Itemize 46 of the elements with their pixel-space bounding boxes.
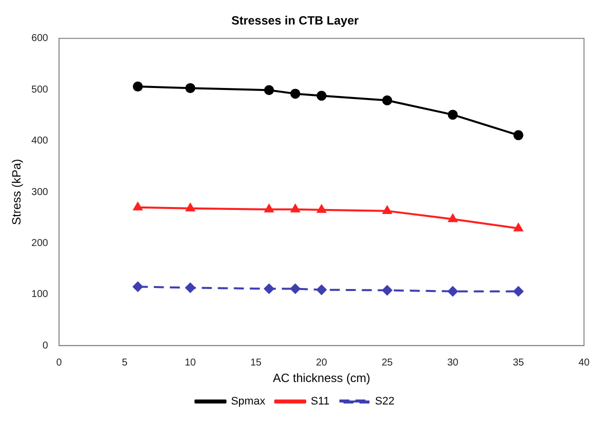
y-tick-label: 100 xyxy=(31,289,49,300)
point xyxy=(185,83,196,94)
x-tick-label: 10 xyxy=(184,357,196,368)
x-tick-label: 20 xyxy=(316,357,328,368)
x-tick-label: 15 xyxy=(250,357,262,368)
point xyxy=(290,204,300,212)
x-tick-label: 30 xyxy=(447,357,459,368)
point xyxy=(382,285,392,296)
point xyxy=(132,282,143,292)
y-tick-label: 300 xyxy=(31,186,49,198)
point xyxy=(317,204,326,213)
y-tick-label: 500 xyxy=(31,84,49,96)
legend-label: Spmax xyxy=(230,396,266,408)
x-axis-title: AC thickness (cm) xyxy=(272,371,370,386)
point xyxy=(290,88,300,99)
y-tick-label: 0 xyxy=(42,340,49,352)
point xyxy=(382,95,392,106)
x-tick-label: 40 xyxy=(578,357,590,368)
x-tick-label: 5 xyxy=(122,357,128,368)
legend-label: S22 xyxy=(374,396,395,408)
point xyxy=(448,110,458,120)
point xyxy=(264,204,274,212)
point xyxy=(132,82,143,92)
point xyxy=(133,202,142,210)
y-tick-label: 400 xyxy=(31,136,49,147)
point xyxy=(514,223,523,232)
point xyxy=(382,206,392,214)
point xyxy=(186,203,195,212)
y-tick-label: 600 xyxy=(31,33,49,44)
x-tick-label: 0 xyxy=(56,357,62,368)
point xyxy=(448,286,458,296)
point xyxy=(316,284,327,295)
x-tick-label: 25 xyxy=(382,357,394,368)
y-tick-label: 200 xyxy=(31,238,49,249)
x-tick-label: 35 xyxy=(512,357,524,368)
point xyxy=(513,130,524,140)
point xyxy=(264,284,274,294)
point xyxy=(290,284,300,294)
legend-label: S11 xyxy=(310,396,330,408)
point xyxy=(185,282,196,293)
chart-title: Stresses in CTB Layer xyxy=(231,14,360,28)
point xyxy=(316,90,327,101)
point xyxy=(513,286,524,296)
point xyxy=(448,214,458,222)
y-axis-title: Stress (kPa) xyxy=(10,158,24,226)
point xyxy=(264,85,274,96)
